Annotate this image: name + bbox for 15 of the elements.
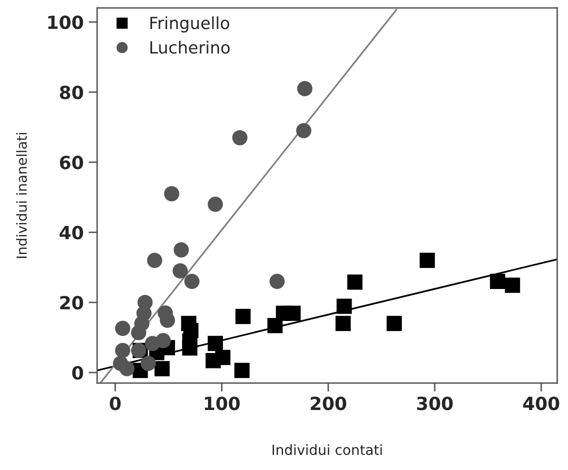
x-tick-label: 100 (204, 396, 240, 410)
legend-label: Lucherino (150, 40, 230, 54)
x-axis-title: Individui contati (272, 444, 382, 456)
y-tick-label: 80 (60, 86, 84, 100)
y-tick-label: 60 (60, 156, 84, 170)
y-axis-title: Individui inanellati (16, 133, 27, 258)
x-tick-label: 0 (110, 396, 121, 410)
x-tick-label: 300 (417, 396, 453, 410)
y-tick-label: 40 (60, 226, 84, 240)
x-tick-label: 400 (523, 396, 560, 410)
y-tick-label: 100 (48, 15, 84, 30)
y-tick-label: 0 (72, 366, 84, 380)
y-tick-label: 20 (60, 296, 84, 310)
x-tick-label: 200 (310, 396, 346, 410)
legend-label: Fringuello (150, 16, 230, 32)
